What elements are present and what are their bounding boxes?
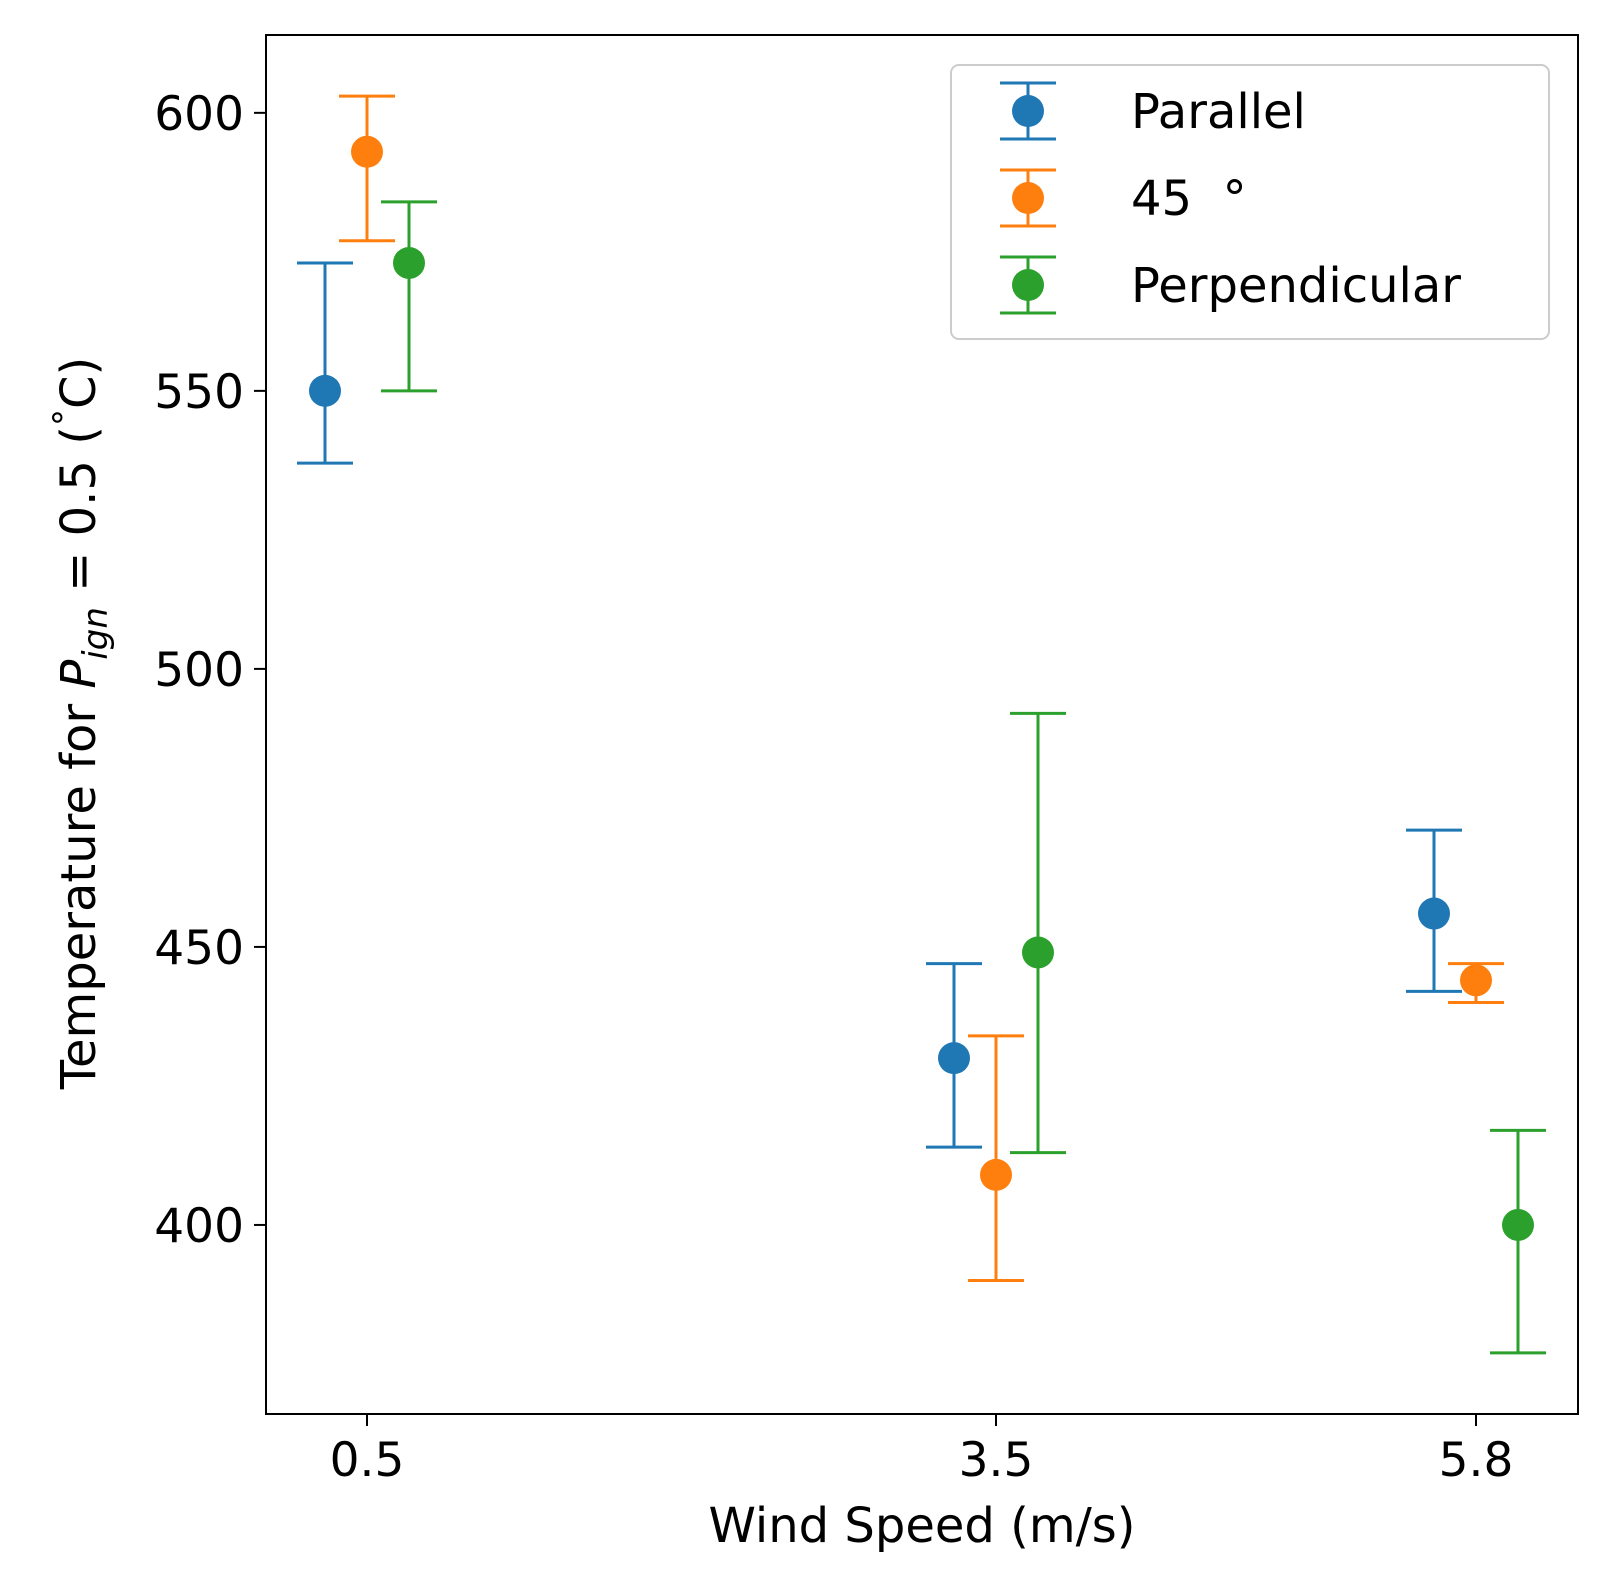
- data-point: [938, 1042, 970, 1075]
- series-1: [297, 261, 1462, 1149]
- data-point: [1418, 897, 1450, 930]
- x-axis-title: Wind Speed (m/s): [708, 1498, 1135, 1554]
- y-axis-title-degree: °: [46, 409, 86, 426]
- y-tick-label: 450: [154, 921, 244, 976]
- x-tick-label: 5.8: [1439, 1433, 1514, 1488]
- y-tick-label: 600: [154, 87, 244, 142]
- y-axis-title-subscript: ign: [76, 607, 116, 660]
- legend-entry: Perpendicular: [1000, 255, 1461, 315]
- legend-label: Parallel: [1131, 84, 1306, 140]
- y-axis-title: Temperature for Pign = 0.5 (°C): [46, 357, 116, 1090]
- series-2: [339, 94, 1504, 1283]
- legend-entry: Parallel: [1000, 81, 1306, 141]
- data-point: [980, 1158, 1012, 1191]
- y-tick-label: 500: [154, 643, 244, 698]
- data-point: [393, 246, 425, 279]
- data-point: [1460, 964, 1492, 997]
- legend-marker: [1012, 95, 1044, 127]
- legend-marker: [1012, 269, 1044, 301]
- series-layer: [297, 94, 1546, 1355]
- series-3: [381, 200, 1546, 1355]
- legend-label: Perpendicular: [1131, 258, 1461, 314]
- x-tick-label: 3.5: [959, 1433, 1034, 1488]
- x-axis: 0.5 3.5 5.8: [330, 1414, 1514, 1488]
- y-axis-title-prefix: Temperature for: [51, 689, 107, 1091]
- x-tick-label: 0.5: [330, 1433, 405, 1488]
- data-point: [1502, 1208, 1534, 1241]
- legend-marker: [1012, 182, 1044, 214]
- legend-entry: 45 °: [1000, 168, 1247, 228]
- legend-entries: Parallel 45 ° Perpendicular: [1000, 81, 1461, 315]
- y-axis-title-symbol: P: [51, 660, 107, 689]
- y-axis-title-unit: C): [51, 357, 107, 409]
- legend-label: 45 °: [1131, 171, 1247, 227]
- y-tick-label: 400: [154, 1199, 244, 1254]
- data-point: [309, 374, 341, 407]
- y-axis-title-suffix: = 0.5 (: [51, 426, 107, 607]
- data-point: [1022, 936, 1054, 969]
- y-axis: 400 450 500 550 600: [154, 87, 266, 1254]
- legend: Parallel 45 ° Perpendicular: [950, 64, 1550, 340]
- y-tick-label: 550: [154, 365, 244, 420]
- legend-box: [950, 64, 1550, 340]
- data-point: [351, 135, 383, 168]
